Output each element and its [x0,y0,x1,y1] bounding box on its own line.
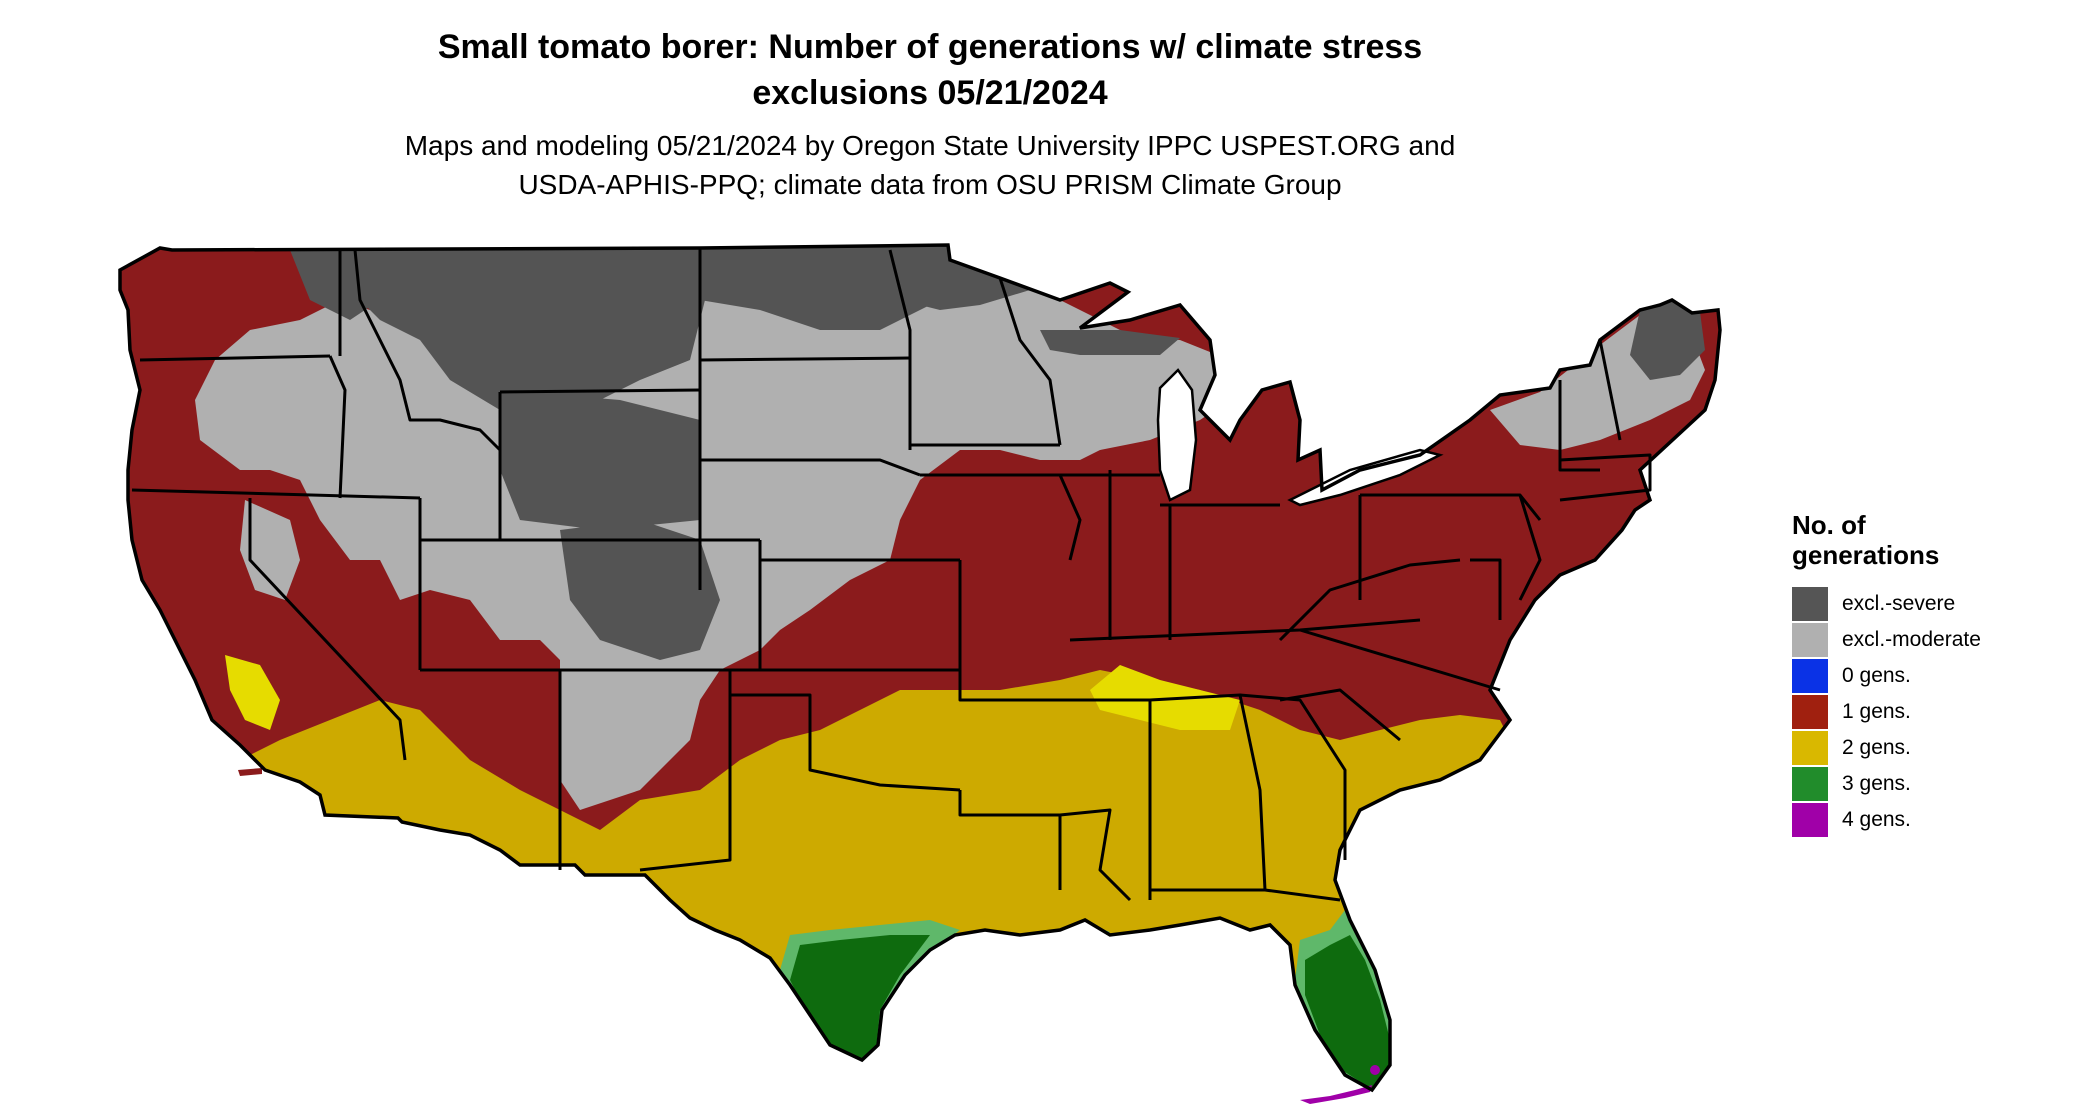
legend-title: No. of generations [1792,510,2082,570]
legend-item: 4 gens. [1792,802,2082,838]
legend-item: 0 gens. [1792,658,2082,694]
map-title: Small tomato borer: Number of generation… [0,24,1860,116]
border-id-mt [353,249,502,452]
legend-item: excl.-severe [1792,586,2082,622]
border-nd-sd [699,356,911,362]
subtitle-line-2: USDA-APHIS-PPQ; climate data from OSU PR… [518,169,1342,200]
zone-two-gens-bright-fringe [1090,665,1240,730]
legend-swatch [1792,587,1828,621]
legend-title-line-2: generations [1792,540,1940,570]
legend-label: 1 gens. [1842,700,1911,723]
border-nc-sc [1279,688,1401,742]
zone-excl-severe-colorado [560,520,720,660]
border-or-ca-nv [131,488,421,500]
border-ny-vt-nh [1558,380,1600,472]
border-dakotas-mn [888,249,912,450]
map-subtitle: Maps and modeling 05/21/2024 by Oregon S… [0,126,1860,204]
border-ca-nv-diag [248,498,407,761]
legend-swatch [1792,659,1828,693]
border-mt-wy-dakotas [499,388,701,394]
border-va-nc [1299,628,1501,692]
zone-four-gens-tip [1370,1065,1380,1075]
zone-three-gens-texas [790,935,930,1060]
legend-items: excl.-severe excl.-moderate 0 gens. 1 gens.… [1792,586,2082,838]
zone-excl-moderate-southwest [560,640,700,810]
legend-item: 1 gens. [1792,694,2082,730]
border-ok-tx [730,693,961,792]
us-generations-map [118,243,1722,1104]
subtitle-line-1: Maps and modeling 05/21/2024 by Oregon S… [404,130,1456,161]
legend-item: excl.-moderate [1792,622,2082,658]
legend-swatch [1792,803,1828,837]
border-ny-pa-nj [1518,494,1542,601]
border-or-id [328,355,347,499]
border-md-de [1470,558,1502,620]
border-ga-sc [1239,693,1347,860]
legend-label: 2 gens. [1842,736,1911,759]
border-mn-wi [998,277,1062,446]
zone-two-gens-bright-ca [225,655,280,730]
legend-item: 3 gens. [1792,766,2082,802]
legend-label: 3 gens. [1842,772,1911,795]
border-wv-va [1278,558,1461,642]
border-al-ga [1149,693,1267,891]
legend-swatch [1792,695,1828,729]
channel-islands [238,768,262,776]
legend-label: 0 gens. [1842,664,1911,687]
legend: No. of generations excl.-severe excl.-mod… [1792,510,2082,838]
border-ma-ct-ri [1559,453,1652,502]
legend-label: excl.-moderate [1842,628,1981,651]
zone-excl-severe-minnesota [900,245,1030,310]
lake-erie [1287,448,1444,507]
border-la-ms [1059,808,1132,902]
zone-excl-severe-wyoming [500,390,700,530]
border-sd-ne [700,458,921,477]
state-borders [131,248,1652,902]
legend-label: 4 gens. [1842,808,1911,831]
zone-three-gens-florida [1305,935,1390,1088]
legend-swatch [1792,623,1828,657]
zone-excl-severe-montana [350,248,705,420]
border-nh-me [1598,339,1622,441]
border-ar-la-tx [958,790,1062,890]
legend-item: 2 gens. [1792,730,2082,766]
legend-title-line-1: No. of [1792,510,1866,540]
zone-excl-severe-maine [1630,300,1705,380]
border-wa-or [139,354,331,362]
border-ga-fl [1150,888,1341,902]
legend-swatch [1792,767,1828,801]
zone-excl-severe-upper-michigan [1040,330,1180,355]
legend-swatch [1792,731,1828,765]
border-mo-ar [958,560,1110,702]
zone-four-gens-keys [1300,1085,1372,1104]
zone-excl-moderate-west [240,500,300,600]
lake-michigan [1156,368,1198,502]
legend-label: excl.-severe [1842,592,1956,615]
title-line-1: Small tomato borer: Number of generation… [437,28,1423,66]
border-nm-tx [639,670,732,872]
title-line-2: exclusions 05/21/2024 [752,74,1108,112]
border-ia-mo [920,473,1082,561]
